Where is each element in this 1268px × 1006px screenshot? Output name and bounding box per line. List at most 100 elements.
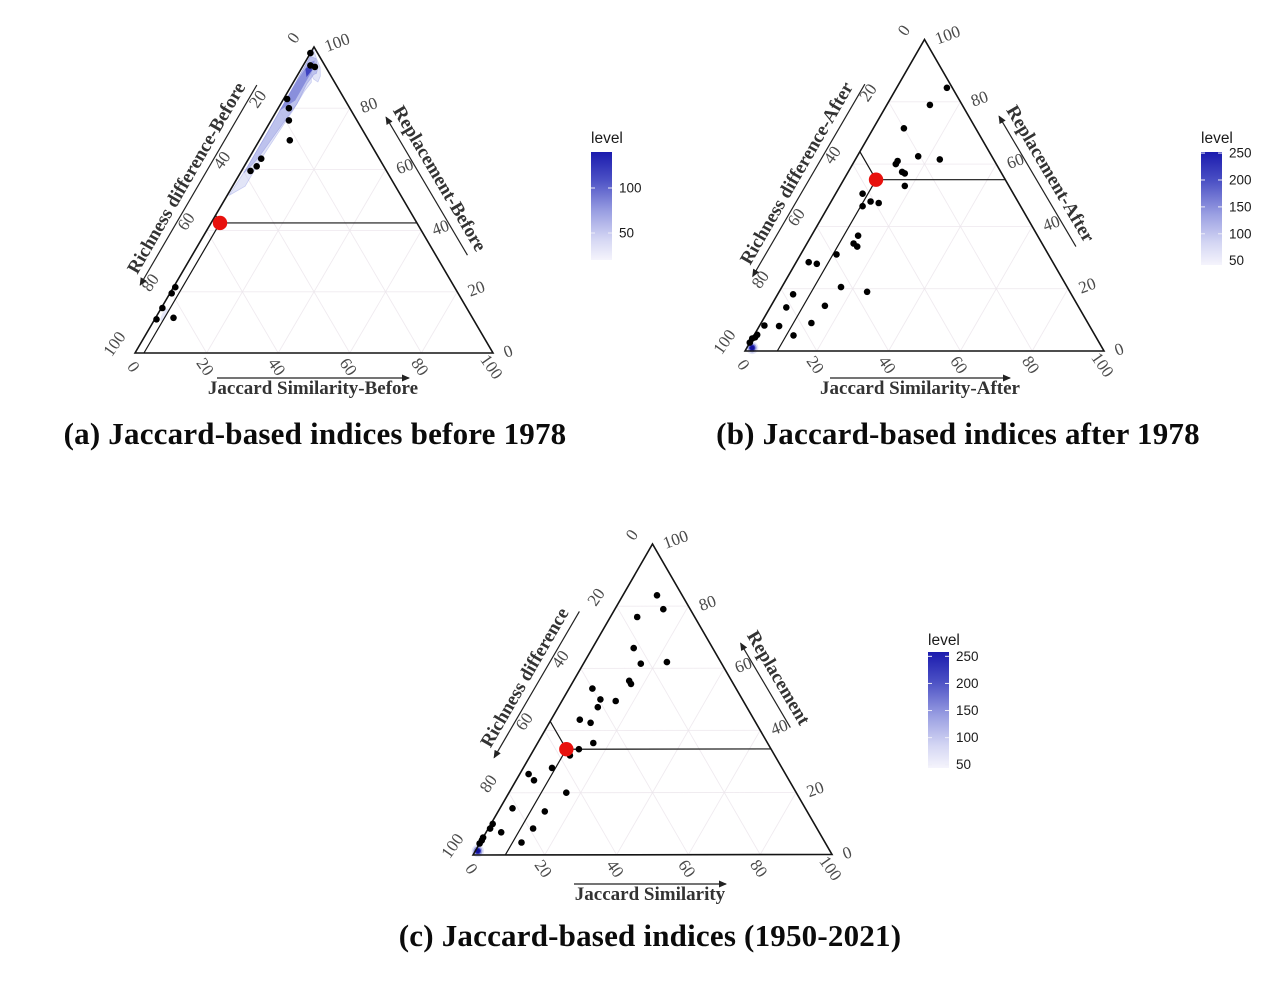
tick-label-right: 20: [465, 277, 487, 301]
data-point: [509, 805, 516, 812]
data-point: [247, 167, 254, 175]
data-point: [926, 101, 934, 109]
tick-label-right: 40: [768, 715, 790, 739]
axis-title-bottom: Jaccard Similarity-After: [820, 378, 1021, 399]
gridline: [888, 163, 997, 352]
tick-label-bottom: 80: [746, 856, 771, 881]
tick-label-bottom: 20: [531, 856, 556, 881]
ternary-grid: [170, 107, 458, 354]
tick-label-bottom: 60: [946, 352, 971, 377]
data-point: [575, 745, 583, 753]
axis-arrow-left: [139, 84, 258, 286]
tick-label-right: 20: [804, 777, 826, 801]
axis-title-left: Richness difference-After: [736, 78, 858, 268]
axis-arrow-left: [752, 83, 866, 278]
gridline: [816, 226, 889, 352]
tick-label-bottom: 80: [407, 354, 432, 379]
caption-panel-b: (b) Jaccard-based indices after 1978: [716, 416, 1200, 451]
axis-arrow-right: [740, 642, 791, 728]
tick-label-right: 80: [696, 591, 718, 615]
legend-tick-label: 50: [619, 226, 634, 241]
data-point: [633, 613, 641, 621]
density-spot: [160, 308, 169, 321]
data-point: [943, 84, 951, 92]
tick-label-right: 100: [660, 526, 690, 553]
data-point: [307, 49, 314, 57]
gridline: [421, 291, 458, 354]
tick-label-bottom: 40: [602, 856, 627, 881]
caption-panel-a: (a) Jaccard-based indices before 1978: [63, 416, 567, 451]
data-point: [530, 777, 538, 784]
data-point: [875, 199, 882, 207]
data-point: [627, 680, 635, 688]
legend-gradient-bar: [591, 152, 612, 260]
tick-label-bottom: 60: [674, 856, 699, 881]
tick-label-bottom: 0: [123, 358, 143, 376]
data-point: [863, 288, 871, 296]
data-point: [529, 825, 537, 832]
data-point: [548, 764, 556, 772]
data-point: [597, 696, 604, 703]
gridline: [242, 169, 351, 354]
data-point: [914, 153, 922, 160]
data-point: [153, 316, 160, 323]
legend-tick-label: 100: [619, 181, 642, 196]
data-point: [168, 290, 175, 297]
data-point: [775, 322, 783, 330]
tick-label-right: 0: [1112, 339, 1126, 360]
data-point: [854, 232, 862, 239]
tick-label-left: 20: [583, 585, 608, 610]
tick-label-bottom: 100: [815, 852, 845, 884]
centroid-crosshair-line: [504, 748, 567, 856]
data-point: [172, 283, 179, 291]
tick-label-bottom: 80: [1018, 352, 1043, 377]
data-point: [541, 808, 549, 815]
legend-tick-label: 100: [1229, 226, 1252, 241]
caption-panel-c: (c) Jaccard-based indices (1950-2021): [398, 918, 902, 953]
gridline: [508, 792, 546, 856]
gridline: [580, 668, 689, 855]
data-point: [486, 825, 494, 832]
gridline: [688, 730, 761, 855]
tick-label-left: 100: [437, 830, 467, 862]
data-point: [805, 258, 812, 266]
tick-label-right: 80: [358, 93, 380, 117]
data-point: [285, 104, 293, 112]
tick-label-right: 100: [322, 29, 352, 56]
tick-label-right: 100: [932, 22, 962, 49]
centroid-point: [559, 742, 574, 757]
data-points: [153, 49, 319, 323]
tick-label-left: 0: [894, 21, 914, 39]
tick-label-left: 0: [283, 29, 303, 47]
density-contours: [471, 844, 485, 858]
tick-label-right: 60: [393, 154, 415, 178]
legend-title: level: [928, 632, 960, 649]
gridline: [1031, 288, 1069, 352]
triangle-border: [133, 45, 495, 354]
legend-tick-label: 50: [956, 757, 971, 772]
legend-tick-label: 250: [1229, 146, 1252, 161]
gridline: [759, 792, 797, 855]
data-point: [900, 125, 908, 132]
tick-label-bottom: 20: [803, 352, 828, 377]
data-point: [576, 716, 584, 723]
gridline: [852, 163, 961, 352]
data-point: [283, 95, 291, 103]
data-point: [170, 314, 177, 322]
data-point: [790, 332, 797, 339]
data-point: [311, 63, 319, 71]
gridline: [170, 291, 207, 354]
legend-title: level: [591, 130, 623, 147]
tick-label-left: 80: [748, 267, 773, 292]
data-point: [630, 644, 637, 652]
legend-tick-label: 100: [956, 730, 979, 745]
tick-label-bottom: 100: [1087, 349, 1117, 381]
tick-label-right: 60: [732, 653, 754, 677]
centroid-point: [212, 215, 228, 231]
data-point: [612, 697, 619, 705]
data-point: [257, 155, 265, 162]
legend-tick-label: 150: [956, 703, 979, 718]
